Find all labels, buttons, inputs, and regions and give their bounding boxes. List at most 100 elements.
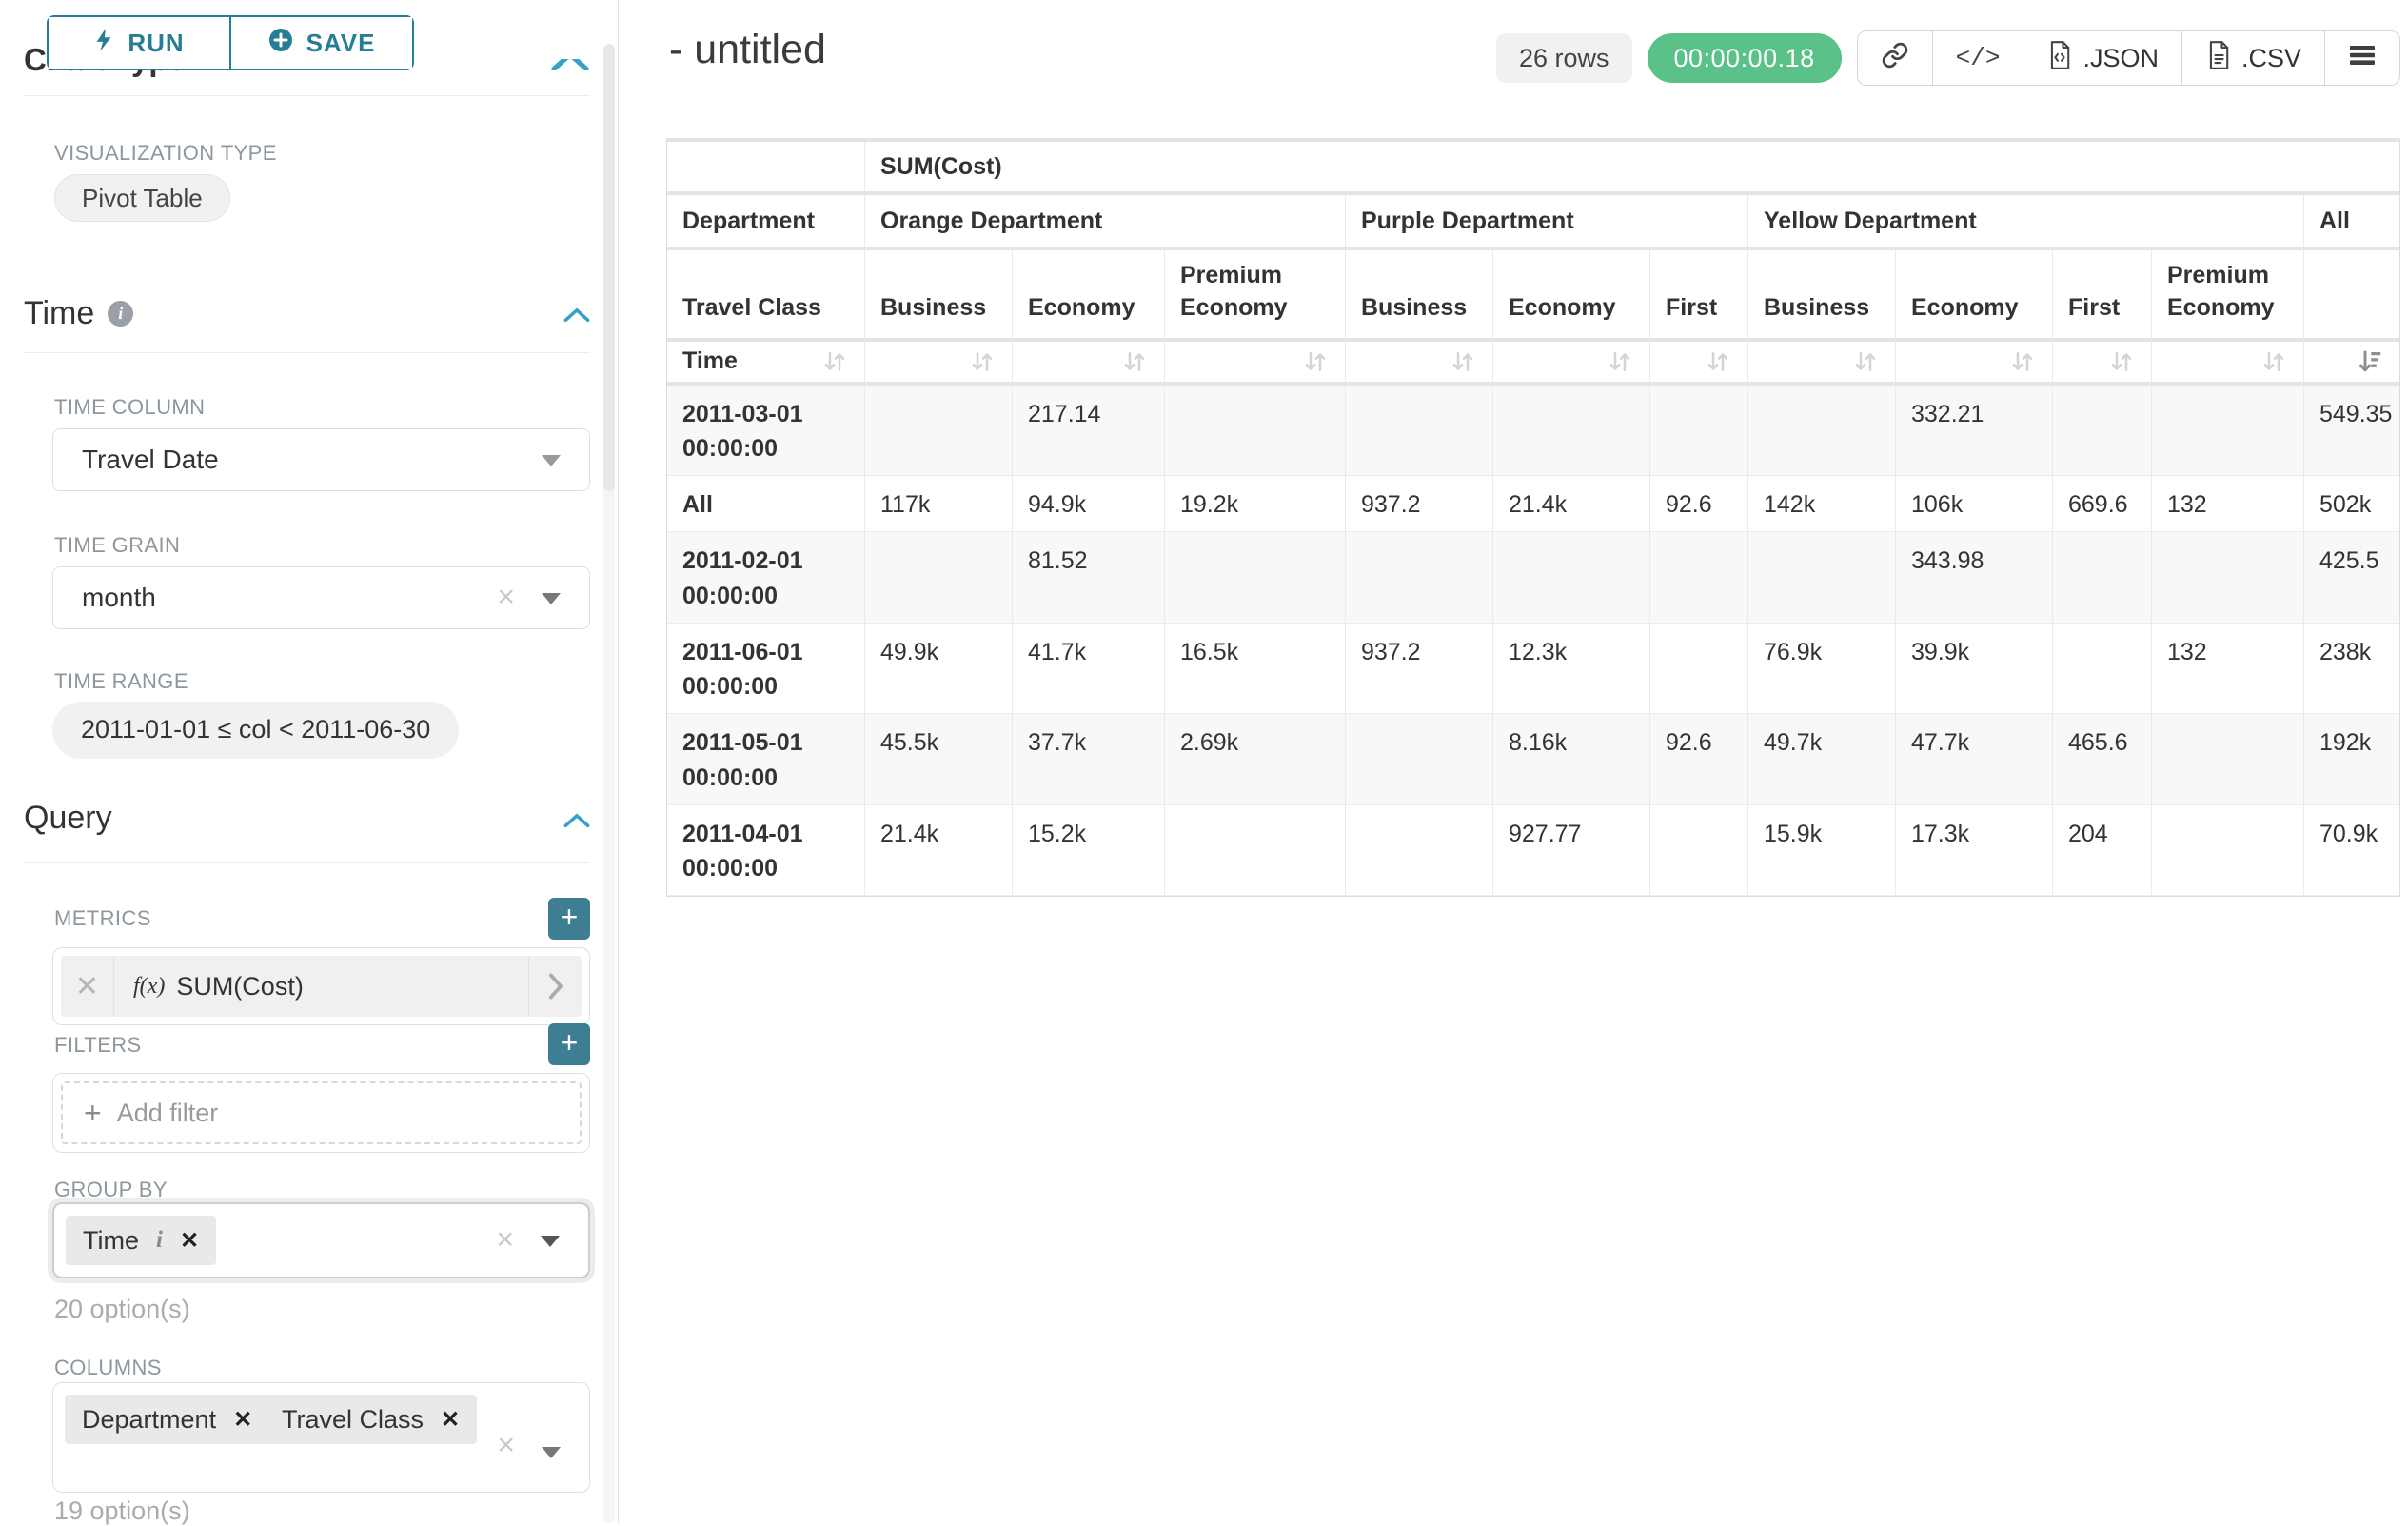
sort-icon[interactable] [2107, 347, 2136, 376]
sort-icon[interactable] [1606, 347, 1634, 376]
pivot-cell: 92.6 [1650, 714, 1748, 805]
chart-title[interactable]: - untitled [669, 27, 826, 72]
query-timer-badge: 00:00:00.18 [1647, 33, 1842, 83]
visualization-type-label: VISUALIZATION TYPE [54, 141, 277, 165]
filters-label: FILTERS [54, 1033, 142, 1057]
collapse-time-section-icon[interactable] [563, 307, 590, 327]
column-info-icon[interactable]: i [156, 1227, 163, 1253]
chevron-up-icon[interactable] [548, 59, 596, 70]
pivot-cell [1165, 804, 1346, 897]
sort-icon[interactable] [820, 347, 849, 376]
copy-link-button[interactable] [1858, 31, 1932, 85]
plus-circle-icon [268, 28, 293, 59]
table-row: All 117k 94.9k 19.2k 937.2 21.4k 92.6 142k 106k 6… [667, 476, 2400, 533]
pivot-cell [1650, 532, 1748, 624]
sidebar-scrollbar-thumb[interactable] [603, 44, 615, 491]
time-grain-label: TIME GRAIN [54, 533, 181, 557]
clear-x-icon[interactable]: × [496, 1221, 514, 1257]
run-button-label: RUN [128, 28, 185, 57]
clear-x-icon[interactable]: × [497, 1427, 515, 1462]
pivot-cell: 39.9k [1896, 623, 2053, 715]
pivot-cell [1748, 385, 1896, 476]
remove-tag-icon[interactable]: ✕ [179, 1227, 200, 1254]
menu-button[interactable] [2324, 31, 2399, 85]
pivot-table: SUM(Cost) Department Orange Department Purp… [666, 138, 2400, 898]
time-column-label: TIME COLUMN [54, 395, 206, 419]
pivot-cell [1650, 623, 1748, 715]
clear-x-icon[interactable]: × [497, 579, 515, 614]
add-metric-button[interactable]: + [548, 898, 590, 940]
pivot-cell: 343.98 [1896, 532, 2053, 624]
columns-select[interactable]: Department ✕ Travel Class ✕ × [52, 1382, 590, 1493]
pivot-cell: 8.16k [1493, 714, 1650, 805]
add-filter-button[interactable]: + Add filter [61, 1081, 582, 1144]
column-sort-header [1896, 341, 2053, 386]
pivot-cell: 425.5 [2304, 532, 2400, 624]
column-leaf-header: First [2053, 250, 2152, 342]
pivot-cell [1748, 532, 1896, 624]
caret-down-icon[interactable] [541, 1236, 560, 1247]
column-sort-header [1165, 341, 1346, 386]
control-panel-sidebar: Chart Type RUN SAVE VISUALIZATION TYPE P… [0, 0, 619, 1525]
sort-icon[interactable] [1704, 347, 1732, 376]
column-group-header: Yellow Department [1748, 195, 2304, 250]
column-leaf-header: First [1650, 250, 1748, 342]
visualization-type-value[interactable]: Pivot Table [54, 174, 230, 222]
columns-tag-department[interactable]: Department ✕ [65, 1395, 270, 1444]
columns-tag-travel-class[interactable]: Travel Class ✕ [265, 1395, 478, 1444]
export-json-button[interactable]: .JSON [2023, 31, 2181, 85]
caret-down-icon[interactable] [542, 593, 561, 604]
metric-pill[interactable]: ✕ f(x) SUM(Cost) [61, 956, 582, 1017]
pivot-cell: 15.9k [1748, 804, 1896, 897]
pivot-cell: 94.9k [1013, 476, 1165, 533]
sort-icon[interactable] [968, 347, 997, 376]
sort-icon[interactable] [2260, 347, 2288, 376]
pivot-cell: 142k [1748, 476, 1896, 533]
sort-desc-active-icon[interactable] [2356, 347, 2384, 376]
metric-header: SUM(Cost) [865, 142, 2400, 195]
pivot-cell [1165, 385, 1346, 476]
time-range-value[interactable]: 2011-01-01 ≤ col < 2011-06-30 [52, 702, 460, 759]
save-button-label: SAVE [306, 28, 376, 57]
row-header: All [667, 476, 865, 533]
time-sort-header: Time [667, 341, 865, 386]
column-leaf-header: Economy [1896, 250, 2053, 342]
expand-metric-icon[interactable] [528, 956, 582, 1017]
pivot-cell: 37.7k [1013, 714, 1165, 805]
sort-icon[interactable] [2008, 347, 2037, 376]
row-header: 2011-05-01 00:00:00 [667, 714, 865, 805]
sort-icon[interactable] [1449, 347, 1477, 376]
caret-down-icon[interactable] [542, 455, 561, 466]
time-column-select[interactable]: Travel Date [52, 428, 590, 491]
info-icon[interactable]: i [108, 301, 134, 327]
pivot-cell [1650, 385, 1748, 476]
remove-tag-icon[interactable]: ✕ [441, 1406, 461, 1433]
pivot-cell: 132 [2152, 476, 2304, 533]
caret-down-icon[interactable] [542, 1447, 561, 1458]
save-button[interactable]: SAVE [229, 17, 412, 69]
pivot-cell: 332.21 [1896, 385, 2053, 476]
time-section-title: Time [24, 295, 95, 331]
add-filter-label: Add filter [116, 1098, 219, 1127]
sort-icon[interactable] [1301, 347, 1330, 376]
pivot-cell: 106k [1896, 476, 2053, 533]
add-filter-plus-button[interactable]: + [548, 1023, 590, 1065]
column-sort-header [1346, 341, 1493, 386]
export-csv-button[interactable]: .CSV [2181, 31, 2324, 85]
sort-icon[interactable] [1851, 347, 1880, 376]
group-by-select[interactable]: Time i ✕ × [52, 1202, 590, 1278]
remove-tag-icon[interactable]: ✕ [233, 1406, 253, 1433]
time-grain-select[interactable]: month × [52, 566, 590, 629]
group-by-tag-time[interactable]: Time i ✕ [66, 1216, 217, 1265]
run-button[interactable]: RUN [49, 17, 229, 69]
query-section-title: Query [24, 800, 112, 836]
sort-icon[interactable] [1120, 347, 1149, 376]
remove-metric-icon[interactable]: ✕ [61, 956, 114, 1017]
view-query-button[interactable]: </> [1931, 31, 2023, 85]
pivot-cell: 937.2 [1346, 476, 1493, 533]
group-by-options-hint: 20 option(s) [54, 1295, 190, 1323]
table-row: 2011-04-01 00:00:00 21.4k 15.2k 927.77 15.9k… [667, 804, 2400, 897]
pivot-cell [1165, 532, 1346, 624]
pivot-cell: 92.6 [1650, 476, 1748, 533]
collapse-query-section-icon[interactable] [563, 812, 590, 833]
